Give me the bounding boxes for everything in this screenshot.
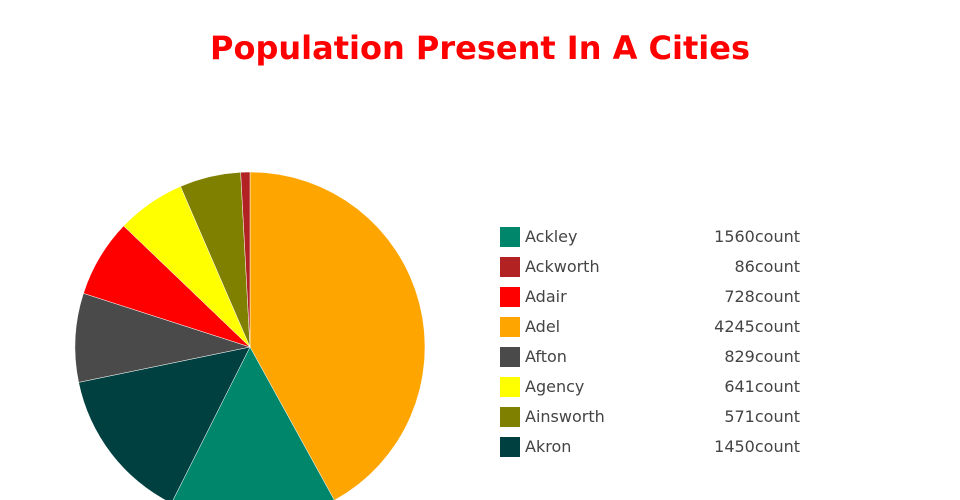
legend-item-ainsworth[interactable]: Ainsworth 571count bbox=[500, 402, 810, 432]
pie-slice-adel[interactable] bbox=[249, 171, 426, 500]
legend-label: Akron bbox=[525, 437, 572, 456]
legend-swatch bbox=[500, 227, 520, 247]
legend-label: Ainsworth bbox=[525, 407, 605, 426]
legend-item-ackley[interactable]: Ackley 1560count bbox=[500, 222, 810, 252]
legend-label: Adel bbox=[525, 317, 561, 336]
legend-item-akron[interactable]: Akron 1450count bbox=[500, 432, 810, 462]
pie-slice-ackley[interactable] bbox=[171, 346, 335, 500]
legend-value: 641count bbox=[724, 377, 800, 396]
legend-item-agency[interactable]: Agency 641count bbox=[500, 372, 810, 402]
legend-label: Ackworth bbox=[525, 257, 600, 276]
legend-swatch bbox=[500, 347, 520, 367]
legend-swatch bbox=[500, 257, 520, 277]
legend-label: Ackley bbox=[525, 227, 578, 246]
legend-value: 829count bbox=[724, 347, 800, 366]
legend-swatch bbox=[500, 377, 520, 397]
legend-item-adel[interactable]: Adel 4245count bbox=[500, 312, 810, 342]
legend-label: Agency bbox=[525, 377, 585, 396]
pie-slice-ackworth[interactable] bbox=[240, 171, 251, 348]
legend-label: Afton bbox=[525, 347, 567, 366]
pie-slice-afton[interactable] bbox=[74, 293, 251, 383]
legend-item-ackworth[interactable]: Ackworth 86count bbox=[500, 252, 810, 282]
legend-swatch bbox=[500, 407, 520, 427]
legend-swatch bbox=[500, 287, 520, 307]
legend-value: 1450count bbox=[714, 437, 800, 456]
legend-item-afton[interactable]: Afton 829count bbox=[500, 342, 810, 372]
legend-value: 86count bbox=[734, 257, 801, 276]
legend-swatch bbox=[500, 437, 520, 457]
legend-value: 1560count bbox=[714, 227, 800, 246]
legend-value: 4245count bbox=[714, 317, 800, 336]
legend-value: 571count bbox=[724, 407, 800, 426]
legend-value: 728count bbox=[724, 287, 800, 306]
chart-title: Population Present In A Cities bbox=[210, 29, 750, 67]
pie-slice-akron[interactable] bbox=[78, 346, 251, 500]
legend: Ackley 1560count Ackworth 86count Adair 728co… bbox=[500, 222, 810, 462]
legend-item-adair[interactable]: Adair 728count bbox=[500, 282, 810, 312]
legend-label: Adair bbox=[525, 287, 567, 306]
legend-swatch bbox=[500, 317, 520, 337]
